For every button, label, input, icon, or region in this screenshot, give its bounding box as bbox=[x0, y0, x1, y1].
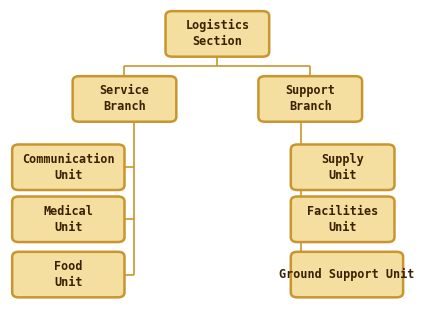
Text: Ground Support Unit: Ground Support Unit bbox=[279, 268, 414, 281]
FancyBboxPatch shape bbox=[12, 252, 124, 297]
Text: Logistics
Section: Logistics Section bbox=[185, 19, 249, 49]
FancyBboxPatch shape bbox=[290, 145, 394, 190]
Text: Food
Unit: Food Unit bbox=[54, 260, 82, 289]
FancyBboxPatch shape bbox=[290, 196, 394, 242]
Text: Medical
Unit: Medical Unit bbox=[43, 205, 93, 234]
Text: Communication
Unit: Communication Unit bbox=[22, 153, 115, 182]
FancyBboxPatch shape bbox=[72, 76, 176, 122]
Text: Support
Branch: Support Branch bbox=[285, 84, 335, 113]
Text: Supply
Unit: Supply Unit bbox=[321, 153, 363, 182]
Text: Service
Branch: Service Branch bbox=[99, 84, 149, 113]
FancyBboxPatch shape bbox=[258, 76, 361, 122]
FancyBboxPatch shape bbox=[12, 145, 124, 190]
FancyBboxPatch shape bbox=[12, 196, 124, 242]
FancyBboxPatch shape bbox=[290, 252, 402, 297]
Text: Facilities
Unit: Facilities Unit bbox=[306, 205, 378, 234]
FancyBboxPatch shape bbox=[165, 11, 269, 57]
